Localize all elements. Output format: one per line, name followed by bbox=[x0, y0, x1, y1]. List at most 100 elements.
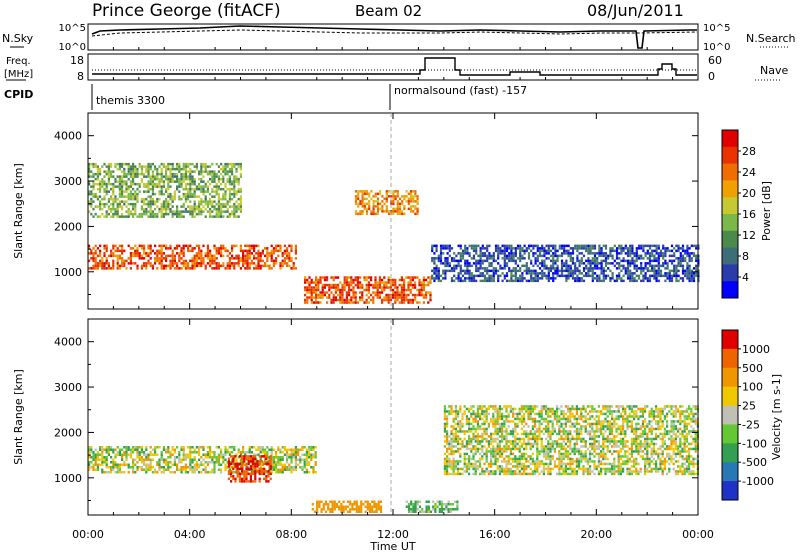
echo-cell bbox=[123, 180, 125, 183]
echo-cell bbox=[601, 255, 603, 258]
echo-cell bbox=[311, 294, 313, 297]
echo-cell bbox=[392, 195, 394, 198]
echo-cell bbox=[103, 245, 105, 248]
echo-cell bbox=[388, 276, 390, 279]
echo-cell bbox=[554, 247, 556, 250]
echo-cell bbox=[185, 267, 187, 270]
echo-cell bbox=[521, 415, 523, 418]
echo-cell bbox=[565, 270, 567, 273]
echo-cell bbox=[332, 503, 334, 506]
echo-cell bbox=[97, 466, 99, 469]
echo-cell bbox=[156, 267, 158, 270]
echo-cell bbox=[134, 210, 136, 213]
echo-cell bbox=[521, 277, 523, 280]
echo-cell bbox=[488, 435, 490, 438]
echo-cell bbox=[492, 470, 494, 473]
echo-cell bbox=[108, 454, 110, 457]
echo-cell bbox=[482, 272, 484, 275]
echo-cell bbox=[235, 262, 237, 265]
echo-cell bbox=[444, 413, 446, 416]
echo-cell bbox=[433, 267, 435, 270]
echo-cell bbox=[218, 210, 220, 213]
colorbar-swatch bbox=[722, 147, 738, 164]
echo-cell bbox=[198, 183, 200, 186]
echo-cell bbox=[145, 183, 147, 186]
echo-cell bbox=[319, 291, 321, 294]
echo-cell bbox=[501, 448, 503, 451]
echo-cell bbox=[189, 451, 191, 454]
echo-cell bbox=[451, 260, 453, 263]
echo-cell bbox=[505, 443, 507, 446]
echo-cell bbox=[227, 178, 229, 181]
echo-cell bbox=[112, 200, 114, 203]
echo-cell bbox=[187, 178, 189, 181]
echo-cell bbox=[243, 455, 245, 458]
echo-cell bbox=[172, 198, 174, 201]
echo-cell bbox=[373, 506, 375, 509]
echo-cell bbox=[117, 185, 119, 188]
echo-cell bbox=[238, 190, 240, 193]
echo-cell bbox=[537, 247, 539, 250]
echo-cell bbox=[492, 440, 494, 443]
echo-cell bbox=[163, 265, 165, 268]
echo-cell bbox=[519, 277, 521, 280]
echo-cell bbox=[381, 205, 383, 208]
echo-cell bbox=[183, 255, 185, 258]
echo-cell bbox=[481, 440, 483, 443]
echo-cell bbox=[671, 275, 673, 278]
echo-cell bbox=[434, 511, 436, 514]
echo-cell bbox=[189, 464, 191, 467]
echo-cell bbox=[198, 185, 200, 188]
echo-cell bbox=[337, 276, 339, 279]
echo-cell bbox=[634, 272, 636, 275]
echo-cell bbox=[592, 247, 594, 250]
echo-cell bbox=[495, 245, 497, 248]
echo-cell bbox=[172, 454, 174, 457]
echo-cell bbox=[603, 275, 605, 278]
echo-cell bbox=[134, 471, 136, 474]
echo-cell bbox=[504, 245, 506, 248]
echo-cell bbox=[426, 508, 428, 511]
echo-cell bbox=[209, 456, 211, 459]
echo-cell bbox=[401, 301, 403, 304]
echo-cell bbox=[205, 163, 207, 166]
echo-cell bbox=[233, 471, 235, 474]
echo-cell bbox=[198, 265, 200, 268]
echo-cell bbox=[255, 257, 257, 260]
echo-cell bbox=[178, 456, 180, 459]
echo-cell bbox=[306, 456, 308, 459]
echo-cell bbox=[317, 289, 319, 292]
echo-cell bbox=[514, 455, 516, 458]
echo-cell bbox=[458, 262, 460, 265]
echo-cell bbox=[583, 280, 585, 283]
echo-cell bbox=[436, 250, 438, 253]
echo-cell bbox=[471, 245, 473, 248]
echo-cell bbox=[585, 245, 587, 248]
echo-cell bbox=[213, 178, 215, 181]
echo-cell bbox=[172, 173, 174, 176]
echo-cell bbox=[90, 185, 92, 188]
echo-cell bbox=[211, 203, 213, 206]
echo-cell bbox=[264, 247, 266, 250]
echo-cell bbox=[472, 463, 474, 466]
echo-cell bbox=[110, 461, 112, 464]
echo-cell bbox=[512, 443, 514, 446]
echo-cell bbox=[310, 449, 312, 452]
echo-cell bbox=[356, 503, 358, 506]
echo-cell bbox=[161, 255, 163, 258]
echo-cell bbox=[92, 454, 94, 457]
echo-cell bbox=[275, 260, 277, 263]
echo-cell bbox=[335, 284, 337, 287]
echo-cell bbox=[141, 208, 143, 211]
echo-cell bbox=[308, 286, 310, 289]
echo-cell bbox=[335, 291, 337, 294]
echo-cell bbox=[368, 301, 370, 304]
echo-cell bbox=[189, 178, 191, 181]
echo-cell bbox=[410, 291, 412, 294]
echo-cell bbox=[235, 245, 237, 248]
echo-cell bbox=[359, 203, 361, 206]
echo-cell bbox=[464, 272, 466, 275]
echo-cell bbox=[656, 280, 658, 283]
echo-cell bbox=[448, 508, 450, 511]
echo-cell bbox=[480, 257, 482, 260]
